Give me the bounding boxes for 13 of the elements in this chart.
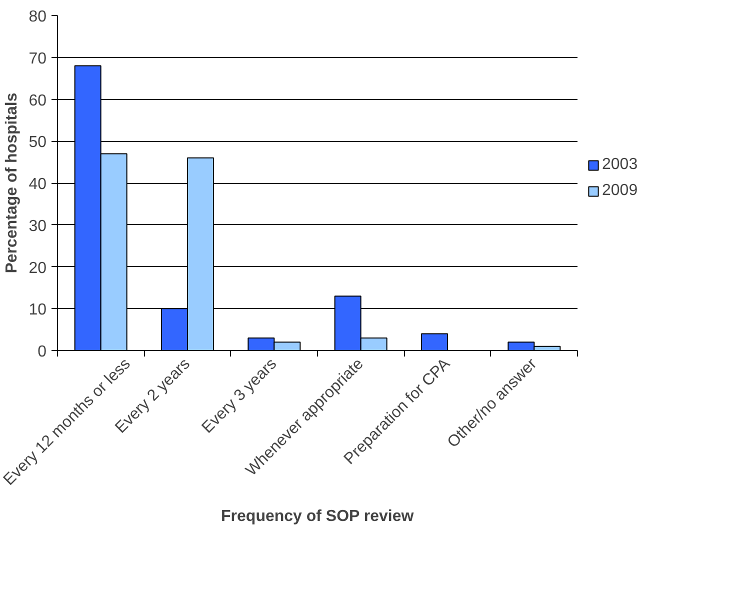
y-tick-label: 80: [28, 8, 47, 26]
y-tick-label: 10: [28, 302, 47, 319]
y-tick-label: 60: [28, 92, 47, 110]
y-tick-label: 0: [38, 344, 47, 360]
legend-label: 2003: [602, 156, 638, 174]
y-axis-title: Percentage of hospitals: [4, 92, 21, 274]
y-tick-label: 20: [28, 260, 47, 277]
y-tick-label: 30: [28, 218, 47, 235]
y-tick-label: 50: [28, 134, 47, 152]
y-tick-label: 70: [28, 50, 47, 68]
y-tick-label: 40: [28, 176, 47, 193]
legend-label: 2009: [602, 182, 638, 200]
x-axis-title: Frequency of SOP review: [221, 508, 414, 525]
